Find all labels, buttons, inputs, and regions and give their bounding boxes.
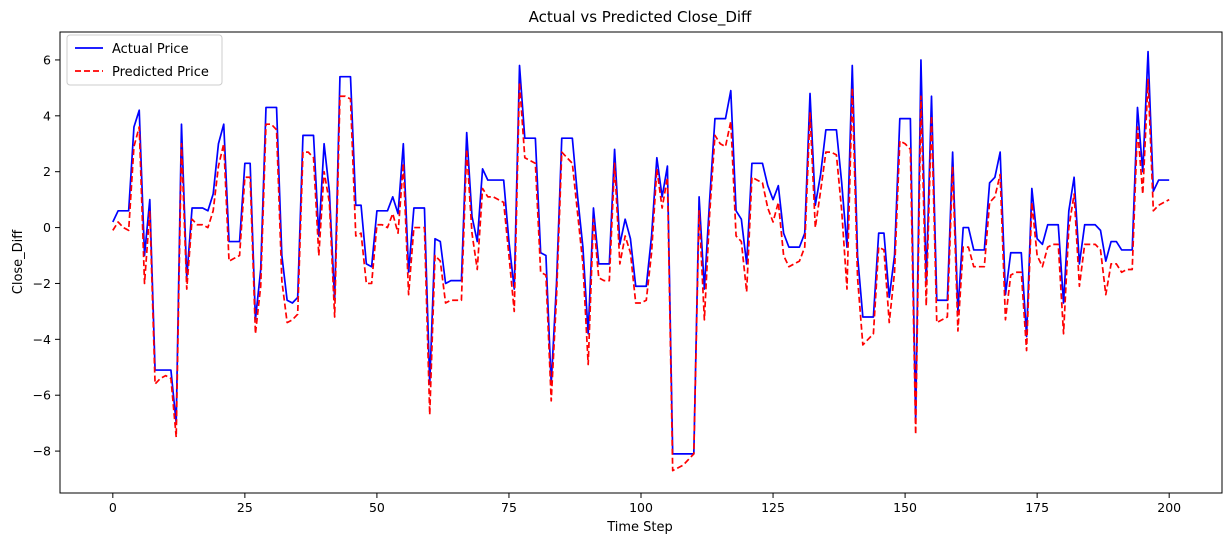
x-tick-label: 25 (237, 500, 253, 515)
x-tick-label: 0 (109, 500, 117, 515)
plot-area (112, 50, 1170, 472)
x-axis: 0 25 50 75 100 125 150 175 200 (109, 493, 1181, 515)
y-tick-label: 0 (43, 220, 51, 235)
y-tick-label: −8 (33, 444, 51, 459)
legend-label-predicted: Predicted Price (112, 65, 209, 80)
y-tick-label: −6 (33, 388, 51, 403)
predicted-price-line (112, 78, 1170, 472)
x-tick-label: 75 (501, 500, 517, 515)
x-tick-label: 175 (1025, 500, 1049, 515)
legend: Actual Price Predicted Price (66, 34, 223, 86)
x-tick-label: 150 (893, 500, 917, 515)
x-tick-label: 100 (629, 500, 653, 515)
y-tick-label: 4 (43, 108, 51, 123)
chart-title: Actual vs Predicted Close_Diff (529, 8, 752, 27)
x-tick-label: 125 (761, 500, 785, 515)
y-tick-label: −4 (33, 332, 51, 347)
y-tick-label: −2 (33, 276, 51, 291)
x-tick-label: 50 (369, 500, 385, 515)
y-axis-title: Close_Diff (11, 229, 26, 295)
x-tick-label: 200 (1157, 500, 1181, 515)
y-axis: −8 −6 −4 −2 0 2 4 6 (33, 52, 60, 459)
x-axis-title: Time Step (606, 520, 673, 535)
y-tick-label: 6 (43, 52, 51, 67)
legend-label-actual: Actual Price (112, 42, 189, 57)
plot-frame (59, 31, 1223, 494)
legend-box (66, 34, 223, 86)
actual-price-line (112, 50, 1170, 455)
y-tick-label: 2 (43, 164, 51, 179)
